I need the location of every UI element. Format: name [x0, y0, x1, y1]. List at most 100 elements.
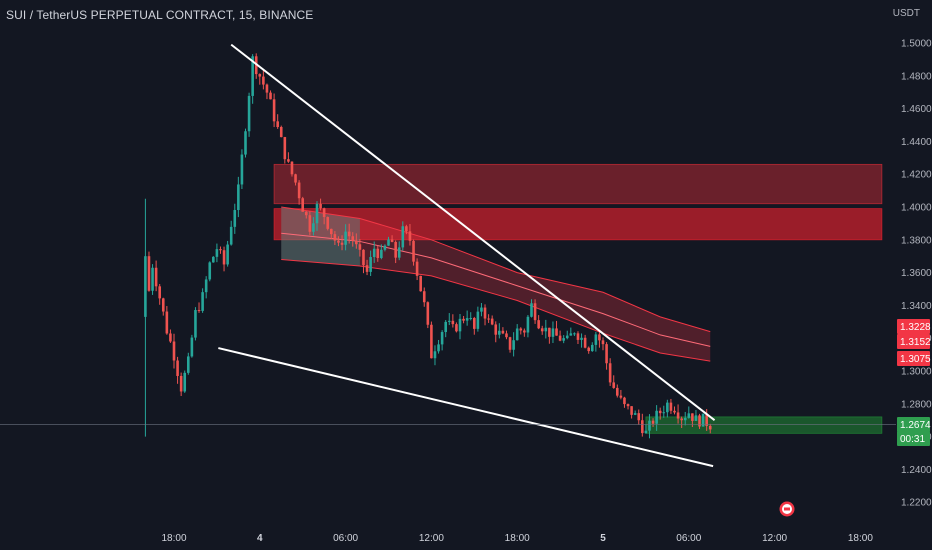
candle-body[interactable]: [605, 344, 608, 364]
candle-body[interactable]: [480, 307, 483, 312]
candle-body[interactable]: [247, 95, 251, 132]
candle-body[interactable]: [176, 360, 179, 376]
candle-body[interactable]: [580, 337, 583, 340]
candle-body[interactable]: [294, 174, 297, 183]
candle-body[interactable]: [648, 420, 651, 431]
candle-body[interactable]: [151, 267, 154, 291]
candle-body[interactable]: [422, 291, 426, 303]
candle-body[interactable]: [297, 182, 301, 199]
candle-body[interactable]: [476, 311, 480, 329]
candle-body[interactable]: [562, 338, 565, 341]
candle-body[interactable]: [165, 311, 169, 334]
candle-body[interactable]: [558, 335, 562, 341]
candle-body[interactable]: [319, 203, 322, 209]
candle-body[interactable]: [594, 334, 598, 345]
candle-body[interactable]: [455, 324, 458, 332]
candle-body[interactable]: [519, 328, 523, 331]
candle-body[interactable]: [330, 228, 333, 235]
candle-body[interactable]: [687, 413, 691, 418]
candle-body[interactable]: [355, 240, 358, 245]
candle-body[interactable]: [512, 340, 515, 350]
candle-body[interactable]: [394, 241, 397, 258]
candle-body[interactable]: [590, 344, 594, 352]
candle-body[interactable]: [179, 375, 183, 392]
candle-body[interactable]: [633, 413, 637, 415]
candle-body[interactable]: [226, 244, 229, 265]
event-icon[interactable]: [779, 501, 795, 517]
trendline-upper[interactable]: [230, 43, 716, 421]
candle-body[interactable]: [430, 324, 433, 359]
candle-body[interactable]: [240, 154, 244, 185]
candle-body[interactable]: [147, 256, 151, 291]
candle-body[interactable]: [583, 337, 587, 348]
candle-body[interactable]: [387, 239, 390, 246]
candle-body[interactable]: [369, 257, 372, 272]
candle-body[interactable]: [269, 92, 272, 100]
candle-body[interactable]: [380, 249, 383, 258]
candle-body[interactable]: [608, 363, 612, 383]
candle-body[interactable]: [401, 226, 405, 248]
candle-body[interactable]: [172, 341, 176, 361]
candle-body[interactable]: [465, 318, 469, 321]
candle-body[interactable]: [701, 413, 705, 427]
candle-body[interactable]: [204, 279, 208, 293]
candle-body[interactable]: [473, 317, 476, 329]
candle-body[interactable]: [290, 161, 294, 175]
candle-body[interactable]: [669, 402, 673, 411]
candle-body[interactable]: [587, 347, 590, 352]
symbol-title[interactable]: SUI / TetherUS PERPETUAL CONTRACT, 15, B…: [6, 8, 314, 22]
candle-body[interactable]: [676, 412, 680, 419]
candle-body[interactable]: [523, 330, 526, 333]
candle-body[interactable]: [540, 328, 544, 332]
candle-body[interactable]: [641, 420, 644, 434]
candle-body[interactable]: [623, 397, 626, 405]
candle-body[interactable]: [333, 234, 337, 241]
candle-body[interactable]: [372, 248, 376, 258]
candle-body[interactable]: [537, 320, 540, 329]
candle-body[interactable]: [651, 420, 655, 424]
candle-body[interactable]: [344, 231, 347, 245]
candle-body[interactable]: [340, 242, 344, 245]
candle-body[interactable]: [515, 328, 519, 341]
candle-body[interactable]: [426, 302, 430, 325]
candle-body[interactable]: [666, 402, 669, 413]
candle-body[interactable]: [276, 121, 279, 127]
candle-body[interactable]: [262, 76, 265, 85]
candle-body[interactable]: [415, 261, 419, 276]
candle-body[interactable]: [197, 310, 201, 312]
candle-body[interactable]: [405, 226, 408, 232]
candle-body[interactable]: [644, 430, 648, 434]
candle-body[interactable]: [626, 404, 630, 407]
candle-body[interactable]: [244, 131, 247, 155]
candle-body[interactable]: [187, 356, 190, 373]
candle-body[interactable]: [673, 410, 676, 413]
candle-body[interactable]: [655, 410, 658, 424]
candle-body[interactable]: [419, 275, 422, 292]
candle-body[interactable]: [376, 248, 380, 258]
candle-body[interactable]: [219, 249, 222, 251]
candle-body[interactable]: [347, 231, 351, 237]
candle-body[interactable]: [694, 415, 698, 421]
time-axis[interactable]: 18:00 4 06:00 12:00 18:00 5 06:00 12:00 18:00: [161, 533, 873, 544]
candle-body[interactable]: [337, 240, 340, 243]
candle-body[interactable]: [658, 410, 662, 414]
candle-body[interactable]: [494, 324, 498, 335]
candle-body[interactable]: [358, 244, 362, 250]
candle-body[interactable]: [598, 334, 601, 341]
candle-body[interactable]: [490, 318, 494, 325]
candle-body[interactable]: [161, 298, 165, 312]
candle-body[interactable]: [301, 198, 304, 212]
candle-body[interactable]: [530, 303, 533, 317]
candle-body[interactable]: [169, 333, 172, 342]
candle-body[interactable]: [501, 330, 505, 334]
candle-body[interactable]: [555, 328, 558, 336]
candle-body[interactable]: [283, 137, 287, 160]
candle-body[interactable]: [194, 310, 197, 338]
candle-body[interactable]: [551, 328, 555, 337]
candle-body[interactable]: [408, 231, 412, 241]
candle-body[interactable]: [258, 74, 262, 77]
candle-body[interactable]: [272, 99, 276, 122]
candle-body[interactable]: [565, 335, 569, 339]
candle-body[interactable]: [437, 344, 440, 352]
candle-body[interactable]: [433, 351, 437, 359]
